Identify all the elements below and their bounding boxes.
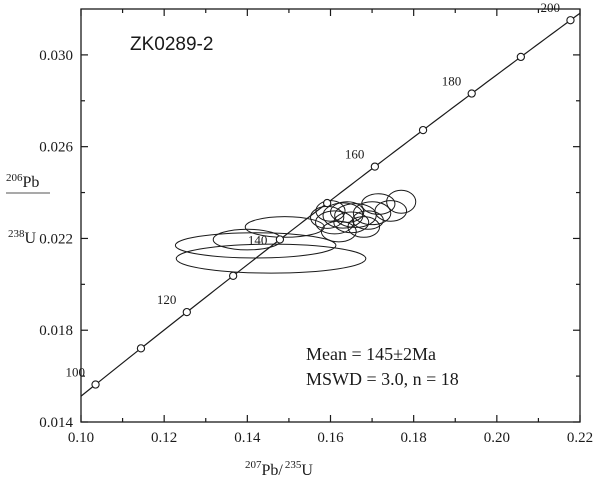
svg-text:206Pb: 206Pb [6, 172, 39, 191]
x-tick-label: 0.16 [317, 430, 344, 446]
error-ellipses [174, 189, 417, 274]
error-ellipse [352, 210, 384, 230]
x-tick-label: 0.12 [151, 430, 177, 446]
y-axis-ticks: 0.014 0.018 0.022 0.026 0.030 [39, 48, 580, 431]
mswd-text: MSWD = 3.0, n = 18 [306, 369, 459, 389]
concordia-age-marker [418, 125, 428, 135]
sample-title: ZK0289-2 [130, 34, 213, 55]
concordia-age-marker [136, 344, 146, 353]
concordia-age-label: 200 [540, 0, 560, 15]
error-ellipse [315, 210, 355, 235]
concordia-age-marker [182, 307, 191, 317]
error-ellipse [374, 200, 408, 222]
concordia-age-markers [91, 16, 575, 389]
error-ellipse [175, 243, 367, 274]
x-axis-ticks: 0.10 0.12 0.14 0.16 0.18 0.20 0.22 [68, 9, 593, 446]
concordia-age-label: 100 [66, 365, 86, 380]
concordia-age-label: 120 [157, 292, 177, 307]
x-tick-label: 0.20 [484, 430, 510, 446]
concordia-age-marker [323, 198, 332, 208]
error-ellipse [330, 201, 365, 223]
concordia-age-label: 180 [442, 74, 462, 89]
error-ellipse [352, 201, 392, 226]
svg-text:238U: 238U [8, 228, 37, 247]
concordia-curve [81, 12, 580, 397]
error-ellipse [361, 193, 396, 215]
y-tick-label: 0.018 [39, 323, 73, 339]
concordia-age-marker [566, 16, 575, 25]
concordia-age-label: 140 [248, 232, 268, 247]
x-tick-label: 0.10 [68, 430, 94, 446]
concordia-age-marker [467, 89, 476, 98]
y-tick-label: 0.014 [39, 415, 73, 431]
concordia-age-marker [91, 380, 100, 389]
concordia-age-labels: 100 120 140 160 180 200 [66, 0, 560, 379]
concordia-age-label: 160 [345, 147, 365, 162]
mean-age-text: Mean = 145±2Ma [306, 344, 436, 364]
x-tick-label: 0.14 [234, 430, 261, 446]
error-ellipse [244, 216, 325, 238]
x-axis-label: 207Pb/235U [245, 459, 313, 479]
y-tick-label: 0.030 [39, 48, 73, 64]
concordia-age-marker [370, 162, 380, 171]
concordia-age-marker [228, 271, 238, 280]
error-ellipse [347, 216, 381, 238]
concordia-age-marker [275, 235, 285, 244]
y-tick-label: 0.022 [39, 231, 73, 247]
error-ellipse [320, 220, 357, 243]
error-ellipse [386, 189, 417, 214]
y-tick-label: 0.026 [39, 140, 73, 156]
y-axis-label: 206Pb 238U [6, 172, 50, 247]
x-tick-label: 0.22 [567, 430, 593, 446]
concordia-age-marker [516, 52, 525, 62]
x-tick-label: 0.18 [401, 430, 427, 446]
